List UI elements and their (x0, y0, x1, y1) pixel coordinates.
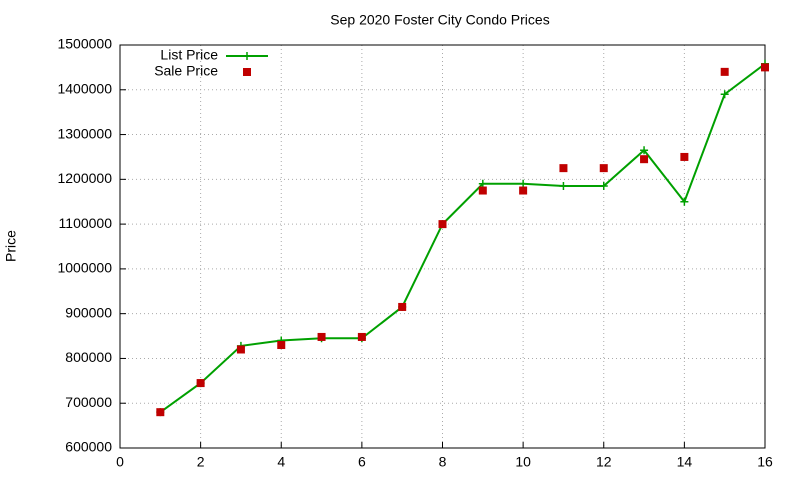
y-tick-label: 600000 (65, 439, 112, 455)
y-tick-label: 1500000 (57, 36, 112, 52)
marker (599, 182, 608, 191)
marker (357, 332, 366, 341)
x-tick-label: 12 (596, 454, 612, 470)
marker (478, 186, 487, 195)
y-tick-label: 1300000 (57, 125, 112, 141)
chart-title: Sep 2020 Foster City Condo Prices (330, 12, 549, 28)
marker (196, 379, 205, 388)
x-tick-label: 10 (515, 454, 531, 470)
x-tick-label: 8 (439, 454, 447, 470)
marker (680, 152, 689, 161)
marker (277, 341, 286, 350)
marker (680, 197, 689, 206)
legend-label: List Price (160, 47, 218, 63)
marker (640, 155, 649, 164)
legend-label: Sale Price (154, 63, 218, 79)
plot-frame (119, 44, 766, 449)
marker (156, 408, 165, 417)
marker (599, 164, 608, 173)
marker (398, 302, 407, 311)
y-tick-label: 800000 (65, 349, 112, 365)
x-tick-label: 14 (677, 454, 693, 470)
x-tick-label: 16 (757, 454, 773, 470)
x-tick-label: 4 (277, 454, 285, 470)
y-tick-label: 1200000 (57, 170, 112, 186)
marker (519, 179, 528, 188)
series-line (159, 63, 766, 413)
marker (478, 179, 487, 188)
legend-marker (243, 68, 251, 76)
marker (559, 164, 568, 173)
y-tick-label: 900000 (65, 304, 112, 320)
legend-marker (243, 52, 251, 60)
marker (720, 90, 729, 99)
marker (317, 332, 326, 341)
marker (519, 186, 528, 195)
x-tick-label: 0 (116, 454, 124, 470)
marker (720, 67, 729, 76)
marker (236, 345, 245, 354)
marker (640, 146, 649, 155)
y-axis-label: Price (3, 230, 19, 262)
x-tick-label: 6 (358, 454, 366, 470)
y-tick-label: 1000000 (57, 260, 112, 276)
x-tick-label: 2 (197, 454, 205, 470)
marker (559, 182, 568, 191)
y-tick-label: 700000 (65, 394, 112, 410)
y-tick-label: 1400000 (57, 80, 112, 96)
marker (438, 220, 447, 229)
marker (761, 63, 769, 72)
y-tick-label: 1100000 (59, 215, 113, 231)
